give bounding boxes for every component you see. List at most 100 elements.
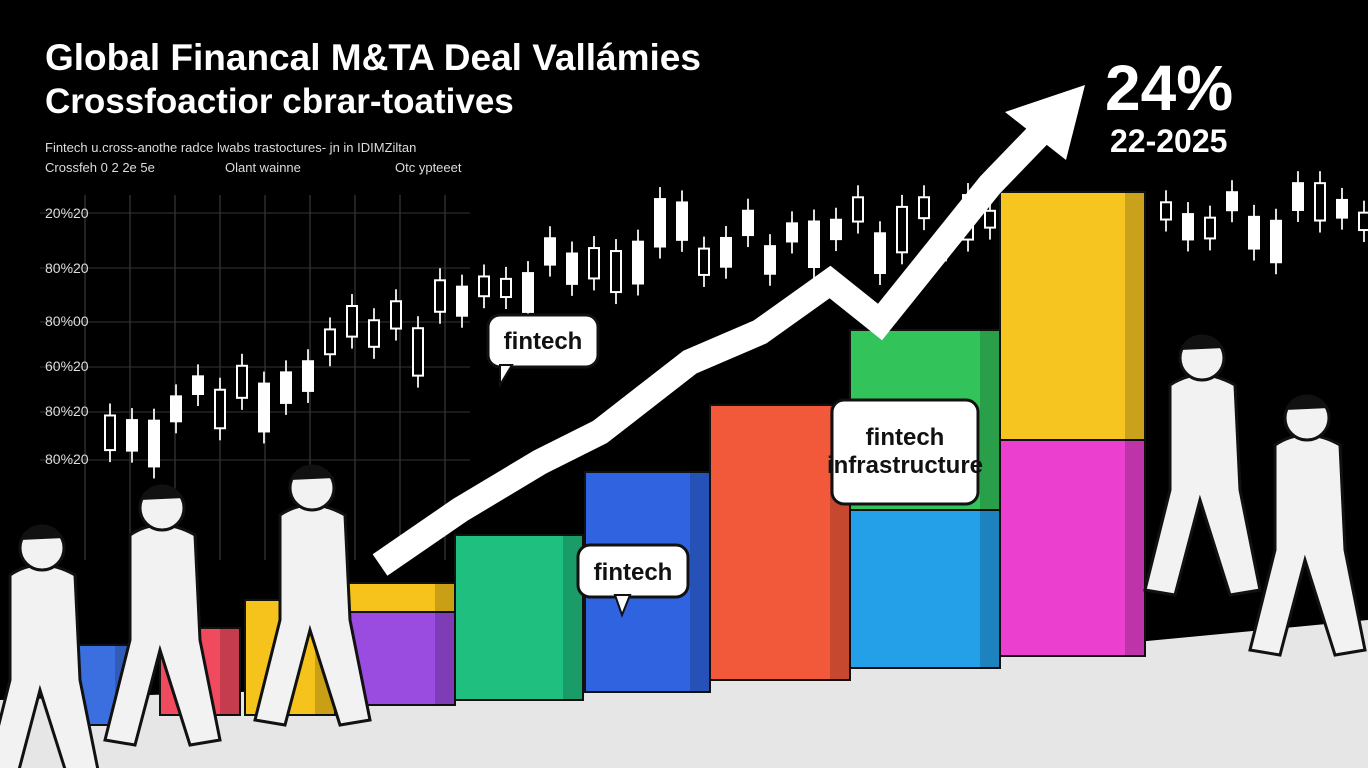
candle <box>170 395 182 423</box>
candle <box>390 300 402 330</box>
stat-period: 22-2025 <box>1110 123 1227 159</box>
candle <box>1292 182 1304 211</box>
callout-box <box>830 398 980 506</box>
bar-segment <box>999 191 1146 441</box>
arrow-head <box>1005 85 1085 160</box>
caption: Fintech u.cross-anothe radce lwabs trast… <box>45 140 416 155</box>
candle <box>258 382 270 433</box>
grid <box>40 195 470 560</box>
axis-label: 80%00 <box>45 313 89 329</box>
callout-text: infrastructure <box>827 452 983 479</box>
candle <box>896 205 908 254</box>
candle <box>500 277 512 299</box>
candle <box>1336 198 1348 219</box>
candle <box>720 236 732 268</box>
callout-text: fintech <box>504 328 583 355</box>
bar-side <box>980 330 1000 510</box>
candle <box>852 196 864 223</box>
candle <box>1314 182 1326 222</box>
candle <box>544 237 556 266</box>
candle <box>346 305 358 338</box>
person-body <box>253 503 372 727</box>
candle <box>786 222 798 243</box>
callout: fintech <box>576 543 690 618</box>
candle <box>1182 213 1194 241</box>
axis-label: 60%20 <box>45 358 89 374</box>
candle <box>302 360 314 392</box>
bar-segment <box>709 404 851 681</box>
candle <box>874 232 886 275</box>
person-hair <box>290 466 334 480</box>
candle <box>588 247 600 280</box>
legend-item: Otc ypteeet <box>395 160 462 175</box>
candle <box>280 371 292 404</box>
candle <box>742 209 754 237</box>
candle <box>478 275 490 298</box>
person-hair <box>1285 396 1329 410</box>
candle <box>632 240 644 285</box>
candle <box>236 364 248 399</box>
candle <box>984 209 996 229</box>
bar-side <box>435 583 455 612</box>
bar-side <box>980 510 1000 668</box>
candle <box>192 375 204 396</box>
person-body <box>1143 373 1262 597</box>
person-hair <box>1180 336 1224 350</box>
candle <box>1226 191 1238 212</box>
callout-box <box>486 313 600 369</box>
person-hair <box>140 486 184 500</box>
candle <box>698 247 710 276</box>
axis-label: 20%20 <box>45 205 89 221</box>
stat-value: 24% <box>1105 52 1233 124</box>
candle <box>456 285 468 317</box>
callout-tail <box>499 364 514 389</box>
candle <box>522 272 534 313</box>
axis-label: 80%20 <box>45 451 89 467</box>
bar-segment <box>454 534 584 701</box>
candle <box>764 245 776 275</box>
candle <box>566 252 578 285</box>
callout-tail <box>613 594 632 618</box>
candle <box>1270 219 1282 264</box>
candle <box>368 319 380 348</box>
candle <box>1248 215 1260 250</box>
subtitle: Crossfoactior cbrar-toatives <box>45 82 514 121</box>
candle <box>412 327 424 377</box>
candle <box>104 414 116 452</box>
person-body <box>0 563 100 768</box>
candle <box>610 250 622 294</box>
candle <box>808 220 820 269</box>
candle <box>324 328 336 356</box>
candle <box>126 419 138 452</box>
bar-side <box>1125 440 1145 656</box>
candle <box>1204 216 1216 240</box>
candle <box>434 279 446 313</box>
candle <box>214 388 226 430</box>
trend-arrow <box>372 118 1055 576</box>
bar-side <box>690 472 710 692</box>
candle <box>1358 211 1368 232</box>
bar-segment <box>849 509 1001 669</box>
people <box>0 334 1367 768</box>
legend-item: Olant wainne <box>225 160 301 175</box>
callout-box <box>576 543 690 599</box>
axis-label: 80%20 <box>45 260 89 276</box>
person-body <box>103 523 222 747</box>
bar-side <box>220 628 240 715</box>
candle <box>1160 201 1172 221</box>
callout-text: fintech <box>866 424 945 451</box>
axis-label: 80%20 <box>45 403 89 419</box>
callout: fintech infrastructure <box>827 398 983 506</box>
candle <box>676 201 688 241</box>
bar-side <box>1125 192 1145 440</box>
bar-segment <box>999 439 1146 657</box>
person-hair <box>20 526 64 540</box>
callout-text: fintech <box>594 559 673 586</box>
candle <box>654 198 666 248</box>
candle <box>830 218 842 241</box>
title: Global Financal M&TA Deal Vallámies <box>45 37 701 78</box>
candle <box>148 419 160 468</box>
bar-side <box>435 612 455 705</box>
